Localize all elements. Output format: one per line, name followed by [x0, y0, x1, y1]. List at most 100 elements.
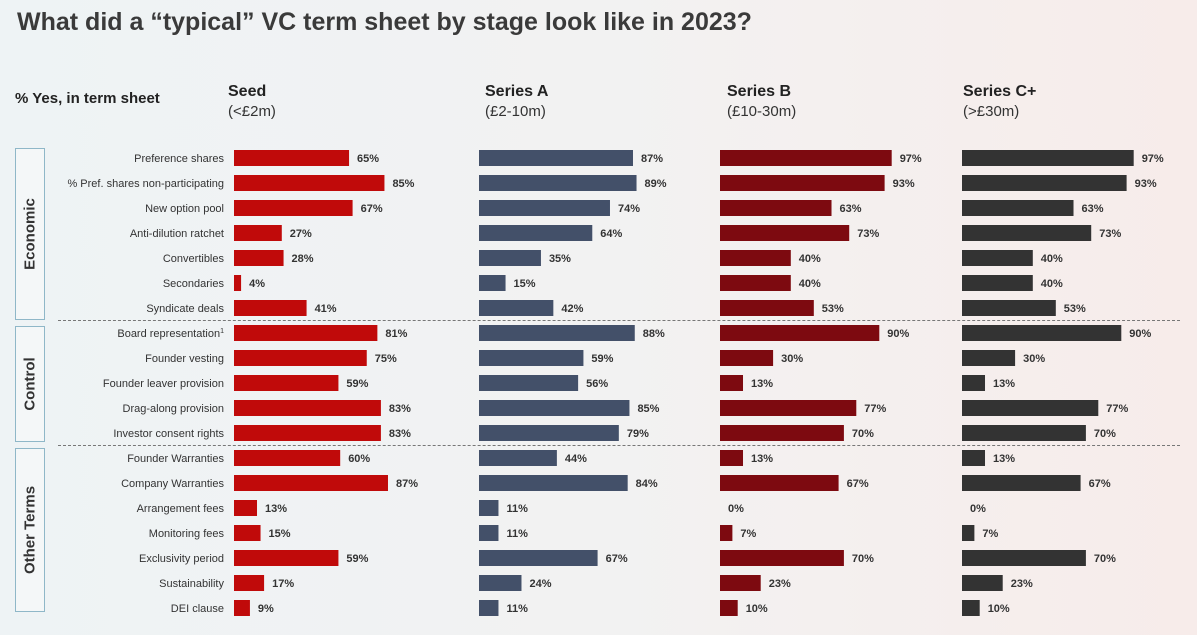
bar — [234, 400, 381, 416]
data-label: 73% — [857, 228, 879, 240]
data-label: 89% — [645, 178, 667, 190]
bar — [962, 525, 975, 541]
bar — [479, 325, 635, 341]
bar — [479, 225, 593, 241]
bar — [234, 300, 307, 316]
data-label: 67% — [1089, 478, 1111, 490]
series-name: Seed — [228, 83, 267, 100]
data-label: 75% — [375, 353, 397, 365]
category-label: % Pref. shares non-participating — [67, 178, 224, 190]
bar — [479, 550, 598, 566]
data-label: 60% — [348, 453, 370, 465]
series-range: (£10-30m) — [727, 103, 797, 120]
bar — [720, 550, 844, 566]
group-box-economic: Economic — [15, 148, 45, 320]
data-label: 30% — [1023, 353, 1045, 365]
data-label: 70% — [1094, 428, 1116, 440]
bar — [962, 275, 1033, 291]
data-label: 93% — [893, 178, 915, 190]
bar — [234, 425, 381, 441]
bar — [962, 350, 1016, 366]
data-label: 70% — [852, 553, 874, 565]
category-label: Board representation1 — [117, 328, 224, 340]
data-label: 41% — [315, 303, 337, 315]
bar — [234, 200, 353, 216]
data-label: 11% — [506, 528, 528, 540]
category-label: Founder Warranties — [127, 453, 224, 465]
data-label: 10% — [988, 603, 1010, 615]
bar — [234, 525, 261, 541]
data-label: 0% — [970, 503, 986, 515]
data-label: 13% — [751, 378, 773, 390]
data-label: 97% — [900, 153, 922, 165]
bar — [720, 225, 850, 241]
series-range: (<£2m) — [228, 103, 276, 120]
data-label: 13% — [751, 453, 773, 465]
data-label: 81% — [385, 328, 407, 340]
bar — [962, 150, 1134, 166]
bar — [479, 375, 579, 391]
bar — [479, 575, 522, 591]
data-label: 70% — [852, 428, 874, 440]
bar — [234, 500, 258, 516]
data-label: 59% — [346, 553, 368, 565]
data-label: 11% — [506, 503, 528, 515]
data-label: 40% — [799, 253, 821, 265]
data-label: 17% — [272, 578, 294, 590]
data-label: 59% — [346, 378, 368, 390]
group-box-control: Control — [15, 326, 45, 442]
column-header-series-b: Series B (£10-30m) — [727, 82, 796, 122]
bar — [479, 175, 637, 191]
category-label: Preference shares — [134, 153, 224, 165]
data-label: 85% — [637, 403, 659, 415]
column-header-series-c: Series C+ (>£30m) — [963, 82, 1036, 122]
bar — [720, 275, 791, 291]
data-label: 40% — [799, 278, 821, 290]
bar — [479, 200, 610, 216]
data-label: 7% — [982, 528, 998, 540]
bar — [720, 400, 857, 416]
data-label: 65% — [357, 153, 379, 165]
bar — [479, 450, 557, 466]
bar — [234, 275, 242, 291]
bar — [962, 400, 1099, 416]
bar — [479, 500, 499, 516]
bar — [479, 350, 584, 366]
bar — [720, 600, 738, 616]
bar — [234, 150, 350, 166]
bar — [234, 225, 282, 241]
data-label: 13% — [993, 453, 1015, 465]
category-label: DEI clause — [171, 603, 224, 615]
category-label: Exclusivity period — [139, 553, 224, 565]
data-label: 77% — [1106, 403, 1128, 415]
bar — [720, 575, 761, 591]
bar — [962, 550, 1086, 566]
column-header-series-a: Series A (£2-10m) — [485, 82, 548, 122]
category-label: Anti-dilution ratchet — [130, 228, 224, 240]
bar — [479, 275, 506, 291]
bar — [720, 375, 744, 391]
group-separator — [58, 320, 1180, 321]
data-label: 30% — [781, 353, 803, 365]
data-label: 23% — [1011, 578, 1033, 590]
data-label: 27% — [290, 228, 312, 240]
bar — [234, 550, 339, 566]
bar — [720, 250, 791, 266]
data-label: 11% — [506, 603, 528, 615]
data-label: 85% — [392, 178, 414, 190]
data-label: 7% — [740, 528, 756, 540]
data-label: 79% — [627, 428, 649, 440]
data-label: 24% — [529, 578, 551, 590]
bar — [234, 375, 339, 391]
bar — [720, 475, 839, 491]
bar — [962, 600, 980, 616]
data-label: 4% — [249, 278, 265, 290]
bar — [234, 250, 284, 266]
category-label: Sustainability — [159, 578, 224, 590]
bar — [962, 200, 1074, 216]
data-label: 53% — [1064, 303, 1086, 315]
bar — [479, 400, 630, 416]
data-label: 23% — [769, 578, 791, 590]
data-label: 13% — [993, 378, 1015, 390]
bar — [234, 600, 250, 616]
